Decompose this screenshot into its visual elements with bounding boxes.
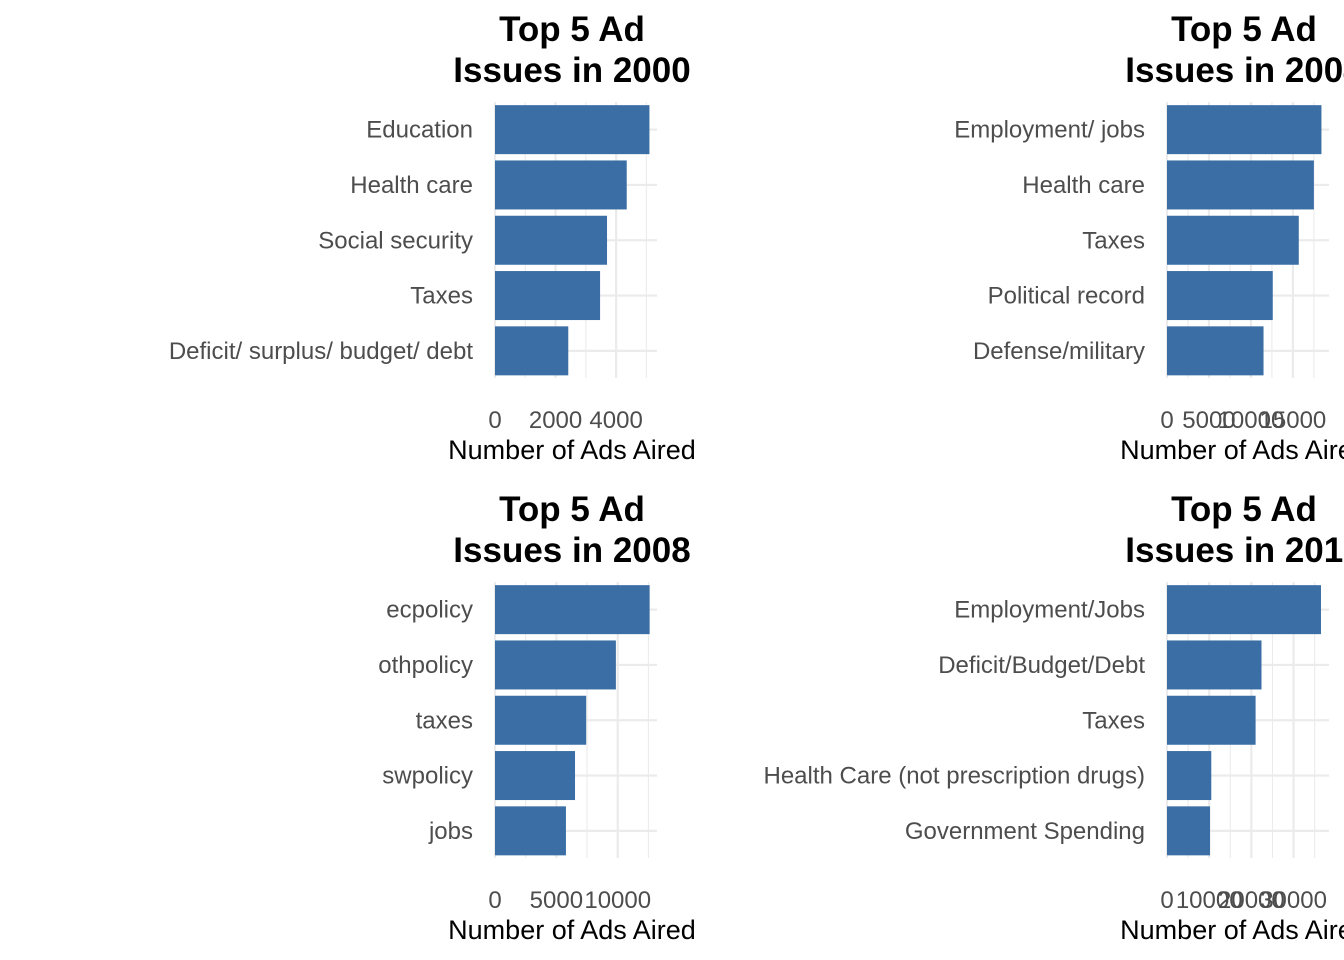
category-label: othpolicy	[378, 652, 473, 679]
category-label: ecpolicy	[386, 597, 473, 624]
x-axis-label: Number of Ads Aired	[1120, 435, 1344, 465]
x-axis-label: Number of Ads Aired	[1120, 915, 1344, 945]
chart-title-line-1: Top 5 Ad	[499, 490, 645, 529]
category-label: Political record	[988, 283, 1145, 310]
x-tick-label: 10000	[1218, 407, 1285, 434]
x-tick-label: 2000	[529, 407, 582, 434]
category-label: Deficit/ surplus/ budget/ debt	[169, 338, 474, 365]
chart-title-line-2: Issues in 2012	[1125, 531, 1344, 570]
chart-title-line-1: Top 5 Ad	[499, 10, 645, 49]
bar	[1167, 326, 1264, 376]
x-tick-label: 4000	[589, 407, 642, 434]
x-tick-label: 0	[488, 887, 501, 914]
chart-title-line-2: Issues in 2004	[1125, 51, 1344, 90]
bar	[1167, 215, 1299, 265]
bar	[1167, 585, 1321, 635]
x-tick-label: 5000	[530, 887, 583, 914]
bar	[495, 695, 587, 745]
chart-title-line-1: Top 5 Ad	[1171, 490, 1317, 529]
bar	[1167, 105, 1322, 155]
category-label: Government Spending	[905, 818, 1145, 845]
category-label: Health care	[350, 172, 473, 199]
category-label: Health Care (not prescription drugs)	[763, 763, 1145, 790]
category-label: Education	[366, 117, 473, 144]
x-axis-label: Number of Ads Aired	[448, 435, 696, 465]
bar	[495, 271, 601, 321]
x-axis-label: Number of Ads Aired	[448, 915, 696, 945]
bar	[1167, 695, 1256, 745]
bar	[1167, 271, 1273, 321]
chart-title-line-2: Issues in 2008	[453, 531, 690, 570]
category-label: Deficit/Budget/Debt	[938, 652, 1145, 679]
x-tick-label: 10000	[584, 887, 651, 914]
x-tick-label: 10000	[1176, 887, 1243, 914]
x-tick-label: 0	[1160, 407, 1173, 434]
category-label: Taxes	[1082, 227, 1145, 254]
x-tick-label: 30000	[1260, 887, 1327, 914]
x-tick-label: 15000	[1260, 407, 1327, 434]
bar	[495, 105, 650, 155]
bar	[495, 160, 627, 210]
category-label: swpolicy	[382, 763, 473, 790]
category-label: Taxes	[410, 283, 473, 310]
x-tick-label: 5000	[1182, 407, 1235, 434]
x-tick-label: 0	[1160, 887, 1173, 914]
bar	[495, 215, 608, 265]
category-label: jobs	[428, 818, 473, 845]
chart-panel-2: Employment/ jobs Health care Taxes Politica…	[954, 10, 1344, 465]
x-tick-label: 0	[488, 407, 501, 434]
category-label: Taxes	[1082, 707, 1145, 734]
category-label: taxes	[416, 707, 473, 734]
bar	[495, 806, 566, 856]
category-label: Employment/ jobs	[954, 117, 1145, 144]
category-label: Employment/Jobs	[954, 597, 1145, 624]
category-label: Health care	[1022, 172, 1145, 199]
chart-panel-3: ecpolicy othpolicy taxes swpolicy jobs 0 5000 1…	[378, 490, 696, 945]
chart-title-line-2: Issues in 2000	[453, 51, 690, 90]
bar	[1167, 160, 1314, 210]
bar	[1167, 751, 1212, 801]
category-label: Social security	[318, 227, 473, 254]
bar	[495, 640, 616, 690]
x-tick-label: 20000	[1218, 887, 1285, 914]
bar	[495, 585, 650, 635]
chart-title-line-1: Top 5 Ad	[1171, 10, 1317, 49]
bar	[495, 751, 576, 801]
bar	[1167, 640, 1262, 690]
bar	[1167, 806, 1211, 856]
bar	[495, 326, 569, 376]
category-label: Defense/military	[973, 338, 1145, 365]
chart-panel-4: Employment/Jobs Deficit/Budget/Debt Taxes H…	[763, 490, 1344, 945]
chart-panel-1: Education Health care Social security Taxes…	[169, 10, 696, 465]
